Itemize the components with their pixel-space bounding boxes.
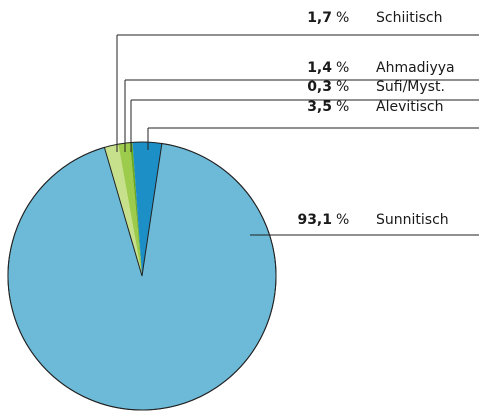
value-label: 93,1 xyxy=(297,212,332,228)
pie-slice xyxy=(129,142,142,276)
category-label: Sunnitisch xyxy=(376,212,449,228)
value-label: 3,5 xyxy=(307,99,332,115)
value-label: 1,4 xyxy=(307,60,332,76)
value-label: 0,3 xyxy=(307,79,332,95)
unit-label: % xyxy=(336,10,349,26)
pie-outline xyxy=(7,141,277,411)
unit-label: % xyxy=(336,212,349,228)
pie-slice xyxy=(132,142,162,276)
category-label: Schiitisch xyxy=(376,10,442,26)
unit-label: % xyxy=(336,60,349,76)
pie-slice xyxy=(118,142,142,276)
unit-label: % xyxy=(336,99,349,115)
unit-label: % xyxy=(336,79,349,95)
category-label: Alevitisch xyxy=(376,99,444,115)
category-label: Ahmadiyya xyxy=(376,60,455,76)
value-label: 1,7 xyxy=(307,10,332,26)
category-label: Sufi/Myst. xyxy=(376,79,445,95)
